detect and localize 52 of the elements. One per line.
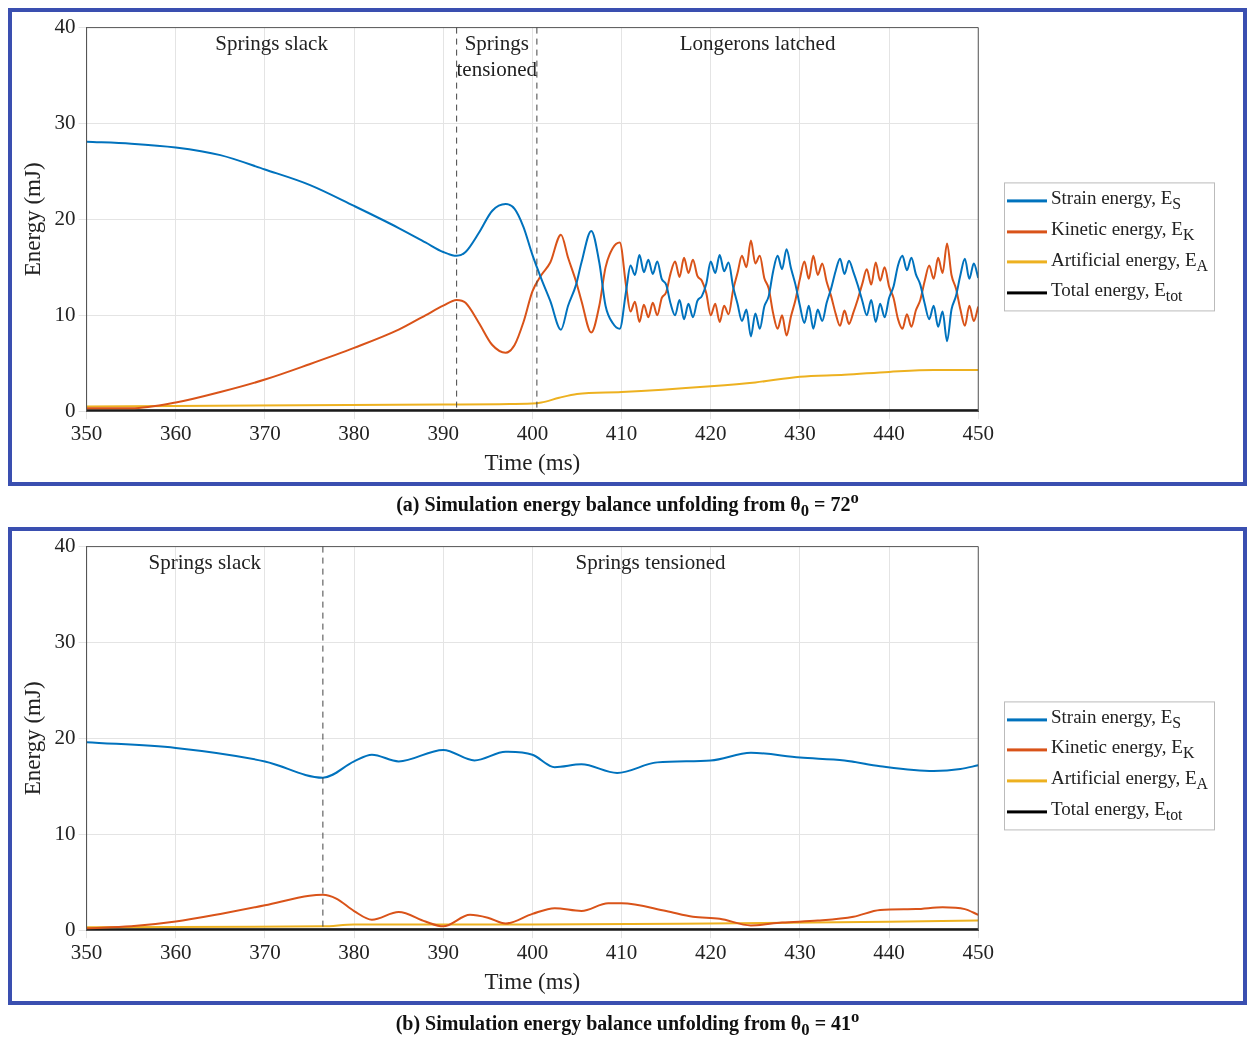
x-axis-title: Time (ms) <box>484 968 581 994</box>
legend-label: Kinetic energy, E$_{K}$ <box>1051 735 1195 764</box>
x-tick-label: 380 <box>338 421 370 446</box>
x-tick-label: 400 <box>516 421 549 446</box>
y-tick-label: 0 <box>65 916 76 941</box>
y-axis-title: Energy (mJ) <box>19 681 45 796</box>
x-tick-label: 350 <box>70 421 103 446</box>
legend-label: Artificial energy, E$_{A}$ <box>1051 248 1209 276</box>
annotation: Springs tensioned <box>575 549 727 574</box>
annotation: Springs slack <box>148 549 262 574</box>
x-tick-label: 360 <box>160 421 192 446</box>
x-tick-label: 410 <box>605 939 638 964</box>
y-tick-label: 20 <box>54 205 76 230</box>
y-tick-label: 30 <box>54 628 76 653</box>
x-tick-label: 350 <box>70 939 103 964</box>
legend-label: Artificial energy, E$_{A}$ <box>1051 766 1209 795</box>
y-tick-label: 30 <box>54 110 76 135</box>
legend-label: Total energy, E$_{tot}$ <box>1051 278 1183 307</box>
x-tick-label: 420 <box>695 939 727 964</box>
annotation: Springs tensioned <box>456 30 538 81</box>
legend-label: Kinetic energy, E$_{K}$ <box>1051 217 1195 245</box>
text: (a) Simulation energy balance unfolding from θ$_{0}$ = 72$^{o}$ <box>395 487 860 522</box>
y-tick-label: 0 <box>65 397 76 422</box>
x-tick-label: 370 <box>249 939 281 964</box>
x-tick-label: 390 <box>427 939 460 964</box>
text: (b) Simulation energy balance unfolding from θ$_{0}$ = 41$^{o}$ <box>394 1005 861 1041</box>
y-tick-label: 10 <box>54 820 76 845</box>
y-tick-label: 40 <box>54 14 76 39</box>
legend-label: Strain energy, E$_{S}$ <box>1051 705 1182 733</box>
x-tick-label: 410 <box>605 421 638 446</box>
x-tick-label: 440 <box>873 421 905 446</box>
x-tick-label: 420 <box>695 421 727 446</box>
x-tick-label: 430 <box>784 421 816 446</box>
y-tick-label: 10 <box>54 301 76 326</box>
legend-label: Strain energy, E$_{S}$ <box>1051 186 1182 215</box>
x-tick-label: 440 <box>873 939 905 964</box>
x-tick-label: 450 <box>962 421 994 446</box>
x-tick-label: 370 <box>249 421 281 446</box>
annotation: Longerons latched <box>679 30 836 55</box>
legend-label: Total energy, E$_{tot}$ <box>1051 797 1183 826</box>
line-series <box>86 368 979 408</box>
x-tick-label: 430 <box>784 939 816 964</box>
x-tick-label: 360 <box>160 939 192 964</box>
annotation: Springs slack <box>215 30 329 55</box>
x-tick-label: 450 <box>962 939 994 964</box>
x-tick-label: 400 <box>516 939 549 964</box>
x-tick-label: 380 <box>338 939 370 964</box>
y-axis-title: Energy (mJ) <box>19 162 45 277</box>
y-tick-label: 40 <box>54 532 76 557</box>
y-tick-label: 20 <box>54 724 76 749</box>
x-axis-title: Time (ms) <box>484 450 581 476</box>
x-tick-label: 390 <box>427 421 460 446</box>
